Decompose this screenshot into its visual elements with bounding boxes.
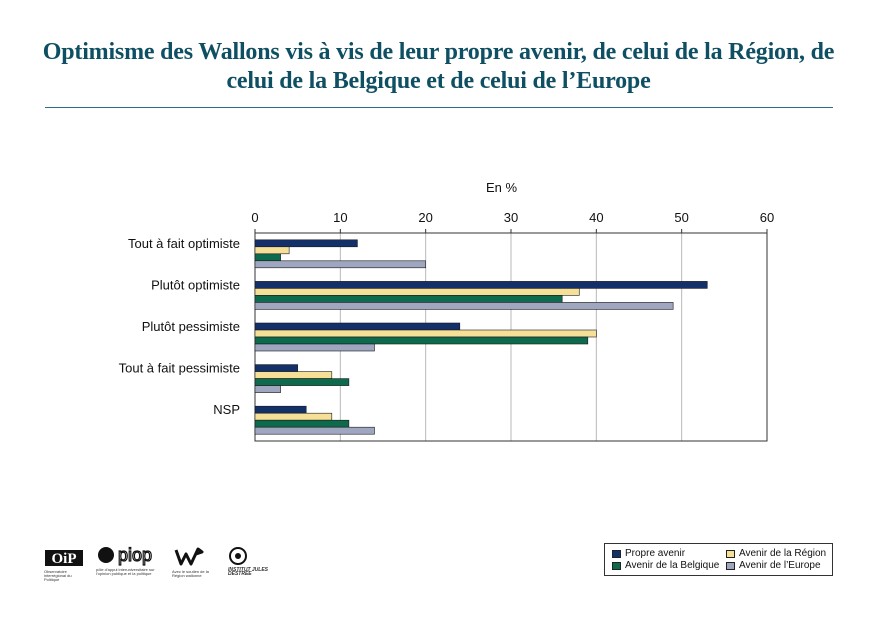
x-tick-label: 20	[418, 210, 432, 225]
legend-label-avenir-belgique: Avenir de la Belgique	[625, 560, 720, 571]
chart-legend: Propre avenir Avenir de la Région Avenir…	[604, 543, 833, 576]
piop-caption: pôle d'appui interuniversitaire sur l'op…	[96, 567, 155, 576]
bar	[254, 322, 461, 331]
bar	[254, 378, 350, 386]
legend-item-avenir-belgique: Avenir de la Belgique	[612, 560, 719, 571]
bar	[254, 343, 375, 352]
bar	[254, 302, 674, 310]
legend-label-propre-avenir: Propre avenir	[625, 548, 686, 559]
partner-logos: OiP Observatoire interrégional du Politi…	[44, 544, 294, 582]
chart-title: Optimisme des Wallons vis à vis de leur …	[20, 38, 857, 96]
x-tick-label: 50	[674, 210, 688, 225]
bar	[254, 419, 350, 428]
bar	[254, 281, 708, 289]
legend-item-propre-avenir: Propre avenir	[612, 548, 685, 559]
bar	[254, 246, 290, 255]
institut-jules-destree-logo: INSTITUT JULES DESTRÉE	[228, 546, 288, 580]
x-tick-label: 10	[333, 210, 347, 225]
oip-logo: OiP Observatoire interrégional du Politi…	[44, 548, 84, 582]
rooster-icon	[174, 547, 204, 566]
x-tick-label: 30	[504, 210, 518, 225]
category-label: Plutôt optimiste	[151, 277, 240, 292]
bar	[254, 371, 333, 379]
category-label: Tout à fait pessimiste	[119, 361, 240, 376]
legend-label-avenir-region: Avenir de la Région	[739, 548, 827, 559]
bar	[254, 385, 281, 393]
oip-caption: Observatoire interrégional du Politique	[44, 569, 72, 582]
piop-logo: piop pôle d'appui interuniversitaire sur…	[96, 544, 158, 580]
x-tick-label: 40	[589, 210, 603, 225]
piop-logo-text: piop	[118, 545, 152, 565]
bar	[254, 295, 563, 303]
bar	[254, 364, 298, 372]
axis-unit-label: En %	[486, 180, 518, 195]
legend-swatch-propre-avenir	[612, 549, 621, 558]
legend-swatch-avenir-region	[726, 549, 735, 558]
bar	[254, 412, 333, 421]
legend-swatch-avenir-belgique	[612, 561, 621, 570]
bar	[254, 253, 281, 262]
bar	[254, 288, 580, 296]
category-label: NSP	[213, 402, 240, 417]
bar	[254, 329, 597, 338]
ijd-caption: INSTITUT JULES DESTRÉE	[228, 567, 269, 577]
chart-title-line-1: Optimisme des Wallons vis à vis de leur …	[42, 39, 835, 65]
category-label: Tout à fait optimiste	[128, 236, 240, 251]
legend-item-avenir-region: Avenir de la Région	[726, 548, 826, 559]
x-tick-label: 0	[251, 210, 258, 225]
bar	[254, 336, 589, 345]
region-caption: Avec le soutien de la Région wallonne	[172, 569, 209, 578]
title-divider	[45, 107, 833, 108]
x-tick-label: 60	[760, 210, 774, 225]
legend-item-avenir-europe: Avenir de l’Europe	[726, 560, 821, 571]
region-wallonne-logo: Avec le soutien de la Région wallonne	[172, 546, 212, 580]
bar	[254, 239, 358, 248]
bar	[254, 426, 375, 435]
piop-logo-mark: piop	[98, 544, 153, 566]
oip-logo-text: OiP	[52, 551, 77, 567]
legend-swatch-avenir-europe	[726, 561, 735, 570]
ijd-emblem-icon	[229, 547, 247, 565]
bar	[254, 260, 426, 269]
bar	[254, 405, 307, 414]
oip-logo-mark: OiP	[45, 550, 83, 567]
legend-label-avenir-europe: Avenir de l’Europe	[739, 560, 821, 571]
chart-title-line-2: celui de la Belgique et de celui de l’Eu…	[226, 68, 651, 94]
category-label: Plutôt pessimiste	[142, 319, 240, 334]
